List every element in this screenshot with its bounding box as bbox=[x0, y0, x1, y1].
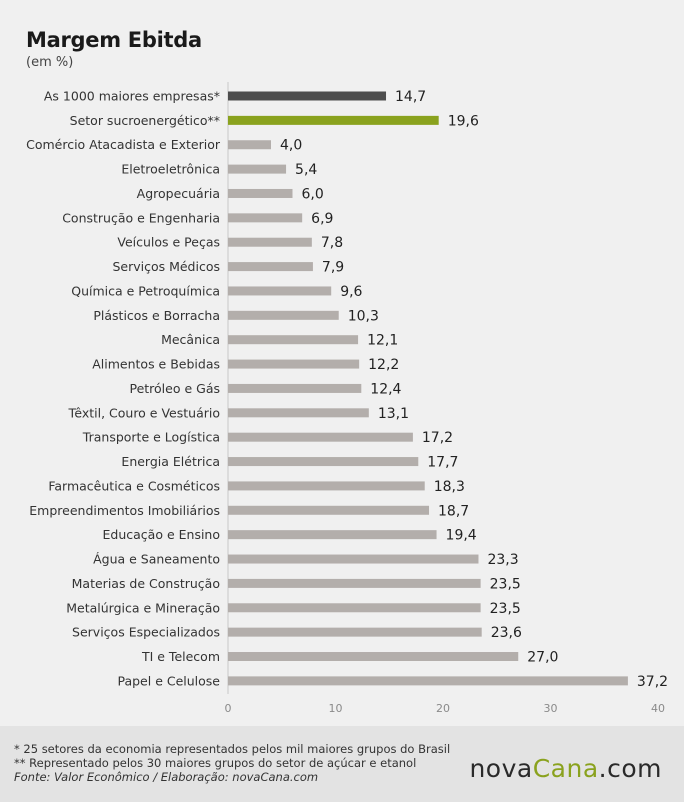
x-tick-label: 20 bbox=[436, 702, 450, 715]
bar bbox=[228, 237, 312, 247]
value-label: 6,9 bbox=[311, 211, 333, 227]
value-label: 37,2 bbox=[637, 674, 668, 690]
value-label: 7,9 bbox=[322, 260, 344, 276]
bar bbox=[228, 335, 359, 345]
bar bbox=[228, 652, 519, 662]
logo-part-1: nova bbox=[469, 754, 533, 783]
value-label: 12,1 bbox=[367, 333, 398, 349]
value-label: 23,6 bbox=[491, 625, 522, 641]
value-label: 23,5 bbox=[490, 576, 521, 592]
bar bbox=[228, 505, 430, 515]
bar bbox=[228, 578, 481, 588]
category-label: Petróleo e Gás bbox=[129, 381, 220, 396]
category-label: Metalúrgica e Mineração bbox=[66, 600, 220, 615]
category-label: Agropecuária bbox=[137, 186, 220, 201]
category-label: Plásticos e Borracha bbox=[93, 308, 220, 323]
logo-part-2: Cana bbox=[532, 754, 599, 783]
value-label: 17,7 bbox=[427, 455, 458, 471]
bar-chart: As 1000 maiores empresas* 14,7 Setor sucro… bbox=[26, 82, 668, 715]
x-tick-label: 40 bbox=[651, 702, 665, 715]
category-label: Têxtil, Couro e Vestuário bbox=[67, 405, 220, 420]
category-label: As 1000 maiores empresas* bbox=[44, 89, 220, 104]
value-label: 19,4 bbox=[446, 528, 477, 544]
value-label: 23,3 bbox=[487, 552, 518, 568]
category-label: Empreendimentos Imobiliários bbox=[29, 503, 220, 518]
value-label: 18,7 bbox=[438, 503, 469, 519]
category-label: Mecânica bbox=[161, 332, 220, 347]
footer: * 25 setores da economia representados p… bbox=[0, 726, 684, 802]
value-label: 10,3 bbox=[348, 308, 379, 324]
bar bbox=[228, 262, 313, 272]
bar bbox=[228, 432, 413, 442]
category-label: Alimentos e Bebidas bbox=[92, 357, 220, 372]
category-label: Energia Elétrica bbox=[121, 454, 220, 469]
chart-subtitle: (em %) bbox=[26, 55, 74, 70]
category-label: Transporte e Logística bbox=[82, 430, 220, 445]
category-label: Setor sucroenergético** bbox=[70, 113, 220, 128]
category-label: Construção e Engenharia bbox=[62, 210, 220, 225]
value-label: 12,4 bbox=[370, 381, 401, 397]
bar bbox=[228, 140, 271, 150]
category-label: Serviços Especializados bbox=[72, 625, 220, 640]
value-label: 27,0 bbox=[527, 650, 558, 666]
value-label: 14,7 bbox=[395, 89, 426, 105]
chart-title: Margem Ebitda bbox=[26, 28, 202, 52]
bar bbox=[228, 603, 481, 613]
bar bbox=[228, 627, 482, 637]
bar bbox=[228, 554, 479, 564]
value-label: 19,6 bbox=[448, 113, 479, 129]
bar bbox=[228, 286, 332, 296]
value-label: 4,0 bbox=[280, 138, 302, 154]
bar bbox=[228, 310, 339, 320]
category-label: TI e Telecom bbox=[141, 649, 220, 664]
bar bbox=[228, 164, 287, 174]
footnote-1: * 25 setores da economia representados p… bbox=[14, 742, 451, 756]
bar bbox=[228, 408, 369, 418]
value-label: 6,0 bbox=[302, 186, 324, 202]
bar bbox=[228, 530, 437, 540]
bar bbox=[228, 115, 439, 125]
category-label: Papel e Celulose bbox=[117, 673, 220, 688]
value-label: 13,1 bbox=[378, 406, 409, 422]
bar bbox=[228, 676, 628, 686]
bar bbox=[228, 457, 419, 467]
value-label: 18,3 bbox=[434, 479, 465, 495]
category-label: Farmacêutica e Cosméticos bbox=[48, 478, 220, 493]
source-note: Fonte: Valor Econômico / Elaboração: nov… bbox=[14, 770, 319, 784]
category-label: Materias de Construção bbox=[72, 576, 220, 591]
value-label: 23,5 bbox=[490, 601, 521, 617]
bar bbox=[228, 383, 362, 393]
value-label: 17,2 bbox=[422, 430, 453, 446]
category-label: Água e Saneamento bbox=[93, 552, 220, 567]
x-tick-label: 10 bbox=[329, 702, 343, 715]
value-label: 9,6 bbox=[340, 284, 362, 300]
category-label: Comércio Atacadista e Exterior bbox=[26, 137, 221, 152]
value-label: 7,8 bbox=[321, 235, 343, 251]
category-label: Educação e Ensino bbox=[103, 527, 220, 542]
logo-part-3: .com bbox=[598, 754, 662, 783]
bar bbox=[228, 188, 293, 198]
value-label: 5,4 bbox=[295, 162, 317, 178]
novacana-logo: novaCana.com bbox=[469, 754, 662, 783]
bar bbox=[228, 213, 303, 223]
footnote-2: ** Representado pelos 30 maiores grupos … bbox=[14, 756, 417, 770]
value-label: 12,2 bbox=[368, 357, 399, 373]
x-tick-label: 30 bbox=[544, 702, 558, 715]
bar bbox=[228, 91, 387, 101]
category-label: Química e Petroquímica bbox=[71, 283, 220, 298]
bar bbox=[228, 359, 360, 369]
category-label: Serviços Médicos bbox=[112, 259, 220, 274]
category-label: Eletroeletrônica bbox=[121, 162, 220, 177]
x-tick-label: 0 bbox=[225, 702, 232, 715]
bar bbox=[228, 481, 425, 491]
category-label: Veículos e Peças bbox=[117, 235, 220, 250]
